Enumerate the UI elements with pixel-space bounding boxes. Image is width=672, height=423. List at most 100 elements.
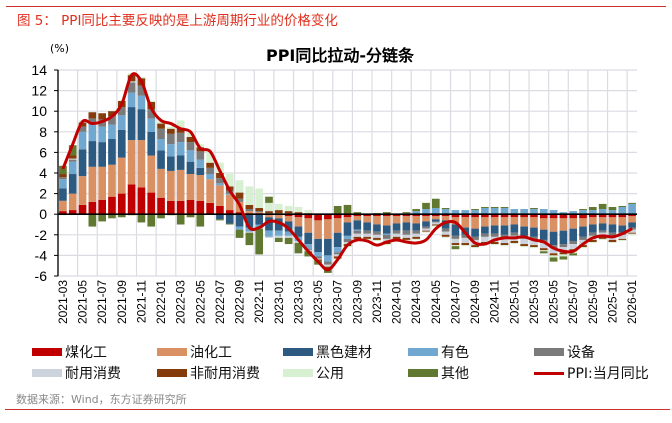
bar-segment-2 (88, 141, 97, 167)
bar-segment-6 (520, 244, 528, 247)
legend-label: 耐用消费 (65, 366, 121, 382)
legend-swatch (32, 348, 62, 356)
bar-segment-8 (569, 253, 578, 256)
bar-segment-5 (441, 231, 450, 235)
legend-item: PPI:当月同比 (534, 363, 649, 383)
bar-segment-1 (490, 217, 499, 226)
bar-segment-0 (284, 214, 293, 217)
bar-segment-3 (510, 209, 519, 215)
y-tick-label: 0 (39, 206, 47, 222)
legend-swatch (157, 348, 187, 356)
bar-segment-7 (274, 203, 283, 211)
bar-segment-5 (539, 243, 548, 249)
bar-segment-0 (176, 200, 185, 215)
bar-segment-7 (490, 244, 499, 246)
x-tick-label: 2025-03 (527, 280, 541, 324)
bar-segment-2 (294, 226, 303, 237)
bar-segment-2 (98, 142, 106, 167)
bar-segment-1 (284, 216, 293, 222)
bar-segment-1 (500, 217, 509, 226)
bar-segment-6 (98, 113, 106, 120)
bar-segment-6 (422, 230, 430, 232)
bar-segment-6 (363, 236, 371, 239)
bar-segment-4 (167, 133, 175, 145)
y-axis-unit: (%) (50, 42, 69, 55)
bar-segment-3 (117, 115, 126, 130)
bar-segment-7 (294, 206, 303, 213)
bar-segment-2 (245, 214, 254, 228)
bar-segment-3 (176, 142, 185, 156)
bar-segment-1 (108, 164, 116, 197)
bar-segment-3 (324, 255, 332, 262)
bar-segment-3 (461, 210, 470, 215)
bar-segment-3 (167, 144, 175, 157)
bar-segment-2 (431, 219, 440, 222)
bar-segment-3 (147, 118, 156, 132)
bar-segment-0 (196, 200, 205, 215)
bar-segment-7 (167, 126, 175, 129)
x-tick-label: 2024-01 (390, 280, 404, 324)
bar-segment-3 (628, 203, 636, 215)
bar-segment-0 (333, 214, 342, 219)
bar-segment-4 (363, 230, 371, 234)
bar-segment-5 (628, 229, 636, 233)
bar-segment-4 (471, 236, 479, 240)
bar-segment-2 (167, 156, 175, 171)
bar-segment-3 (108, 124, 116, 140)
bar-segment-8 (225, 223, 234, 225)
bar-segment-6 (530, 245, 538, 248)
bar-segment-8 (108, 214, 116, 219)
bar-segment-0 (392, 214, 401, 217)
bar-segment-7 (186, 132, 195, 137)
bar-segment-8 (304, 251, 313, 257)
bar-segment-6 (628, 232, 636, 234)
bar-segment-1 (98, 166, 106, 200)
bar-segment-6 (78, 122, 87, 127)
bar-segment-2 (324, 238, 332, 256)
bar-segment-6 (598, 236, 607, 239)
bar-segment-5 (274, 235, 283, 238)
bar-segment-2 (530, 227, 538, 237)
bar-segment-8 (598, 203, 607, 210)
bar-segment-0 (373, 214, 381, 217)
legend-item: 设备 (534, 342, 595, 362)
bar-segment-7 (520, 246, 528, 248)
bar-segment-1 (481, 217, 489, 227)
bar-segment-4 (343, 238, 352, 243)
bar-segment-0 (500, 214, 509, 218)
bar-segment-7 (510, 243, 519, 245)
bar-segment-8 (324, 269, 332, 273)
bar-segment-5 (402, 234, 411, 238)
bar-segment-2 (304, 232, 313, 245)
bar-segment-1 (324, 219, 332, 239)
bar-segment-6 (490, 242, 499, 245)
bar-segment-2 (343, 222, 352, 236)
bar-segment-7 (265, 202, 273, 212)
bar-segment-4 (235, 198, 244, 202)
bar-segment-7 (441, 236, 450, 238)
y-tick-label: 14 (31, 62, 47, 78)
bar-segment-8 (539, 251, 548, 254)
figure-caption: 图 5： PPI同比主要反映的是上游周期行业的价格变化 (17, 13, 338, 29)
bar-segment-3 (137, 95, 146, 110)
bar-segment-1 (628, 216, 636, 223)
bar-segment-0 (569, 214, 578, 219)
bar-segment-8 (157, 214, 165, 219)
bar-segment-6 (206, 162, 214, 168)
bar-segment-1 (186, 174, 195, 200)
bar-segment-0 (324, 214, 332, 220)
bar-segment-8 (481, 206, 489, 209)
bar-segment-2 (333, 232, 342, 248)
legend-swatch (157, 369, 187, 377)
bar-segment-0 (88, 201, 97, 215)
bar-segment-0 (304, 214, 313, 219)
bar-segment-7 (461, 245, 470, 247)
bar-segment-0 (559, 214, 568, 219)
bar-segment-0 (186, 199, 195, 215)
bar-segment-7 (402, 239, 411, 241)
bar-segment-1 (520, 217, 528, 227)
legend-item: 黑色建材 (283, 342, 372, 362)
bar-segment-6 (186, 136, 195, 143)
bar-segment-3 (274, 230, 283, 236)
